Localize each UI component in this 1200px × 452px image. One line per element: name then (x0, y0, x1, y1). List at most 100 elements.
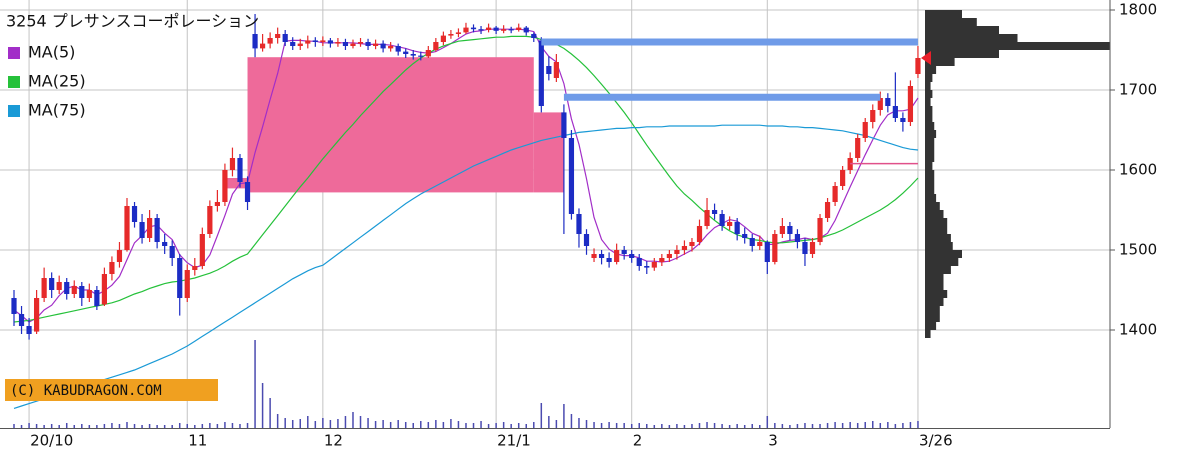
candle-body (772, 234, 778, 262)
candle-body (162, 242, 168, 246)
volume-bar (653, 425, 656, 428)
candle-body (666, 254, 672, 258)
watermark: (C) KABUDRAGON.COM (5, 379, 218, 401)
volume-bar (178, 423, 181, 428)
candle-body (749, 238, 755, 246)
candle-body (862, 122, 868, 138)
candle-body (222, 170, 228, 202)
candle-body (320, 40, 326, 42)
levels (541, 38, 918, 165)
candle-body (546, 66, 552, 74)
candle-body (267, 38, 273, 44)
candle-body (327, 40, 333, 44)
candle-body (18, 314, 25, 326)
legend-swatch (8, 105, 20, 117)
candle-body (764, 242, 770, 262)
candle-body (109, 262, 115, 274)
volume-bar (864, 422, 866, 428)
candle-body (101, 274, 107, 305)
volume-bar (397, 420, 399, 428)
candle-body (455, 32, 462, 34)
profile-bar (925, 58, 955, 66)
candle-body (583, 234, 590, 246)
candle-body (629, 254, 635, 258)
candle-body (372, 43, 379, 46)
profile-bar (925, 162, 933, 170)
volume-bar (156, 425, 158, 428)
candle-body (907, 86, 914, 122)
last-price-marker (921, 51, 931, 65)
watermark-text: (C) KABUDRAGON.COM (10, 383, 162, 399)
profile-bar (925, 218, 948, 226)
candle-body (131, 206, 138, 222)
volume-bar (412, 423, 414, 428)
candle-body (809, 242, 816, 254)
profile-bar (925, 242, 953, 250)
volume-bar (329, 420, 332, 428)
volume-bar (442, 422, 445, 428)
y-tick-label: 1400 (1119, 321, 1157, 339)
candle-body (380, 43, 386, 49)
candle-body (177, 258, 183, 298)
volume-bar (887, 422, 889, 428)
volume-bar (623, 423, 625, 428)
candle-body (365, 42, 371, 46)
candle-body (568, 138, 575, 214)
candle-body (794, 234, 801, 242)
volume-bar (163, 425, 166, 428)
gap-zone (533, 112, 564, 193)
profile-bar (925, 170, 935, 178)
volume-bar (630, 424, 633, 428)
profile-bar (925, 10, 962, 18)
volume-bar (480, 421, 482, 428)
candle-body (33, 298, 40, 332)
candle-body (192, 266, 198, 270)
candle-body (870, 110, 876, 122)
volume-bar (284, 418, 286, 428)
volume-bar (774, 423, 776, 428)
volume-bar (766, 416, 769, 428)
volume-bar (224, 422, 226, 428)
volume-bar (570, 414, 573, 428)
candle-body (116, 250, 123, 262)
volume-bar (698, 423, 701, 428)
volume-bar (126, 422, 128, 428)
volume-bar (510, 424, 512, 428)
volume-bar (841, 423, 844, 428)
candle-body (440, 35, 446, 42)
candle-body (410, 54, 416, 56)
candle-body (840, 170, 846, 186)
legend-swatch (8, 76, 20, 88)
volume-bar (743, 425, 746, 428)
candle-body (877, 98, 883, 110)
volume-bar (789, 425, 791, 428)
volume-bar (668, 425, 671, 428)
candle-body (448, 34, 454, 36)
volume-bar (826, 423, 829, 428)
candle-body (26, 326, 32, 334)
profile-bar (925, 274, 944, 282)
volume-bar (706, 422, 708, 428)
legend-label: MA(5) (28, 43, 75, 62)
profile-bar (925, 178, 935, 186)
candle-body (885, 98, 891, 106)
candle-body (892, 106, 898, 118)
candle-body (576, 214, 582, 234)
profile-bar (925, 122, 935, 130)
volume-bar (638, 423, 640, 428)
volume-bar (269, 398, 271, 428)
volume-bar (420, 421, 422, 428)
candle-body (357, 42, 364, 44)
candle-body (169, 246, 175, 258)
candle-body (734, 222, 740, 234)
candle-body (49, 278, 55, 290)
candle-body (403, 51, 409, 54)
candle-body (621, 250, 627, 254)
profile-bar (925, 290, 948, 298)
candle-body (312, 40, 318, 42)
candle-body (757, 242, 763, 246)
y-tick-label: 1500 (1119, 241, 1157, 259)
volume-bar (465, 423, 467, 428)
x-tick-label: 3 (768, 432, 778, 450)
